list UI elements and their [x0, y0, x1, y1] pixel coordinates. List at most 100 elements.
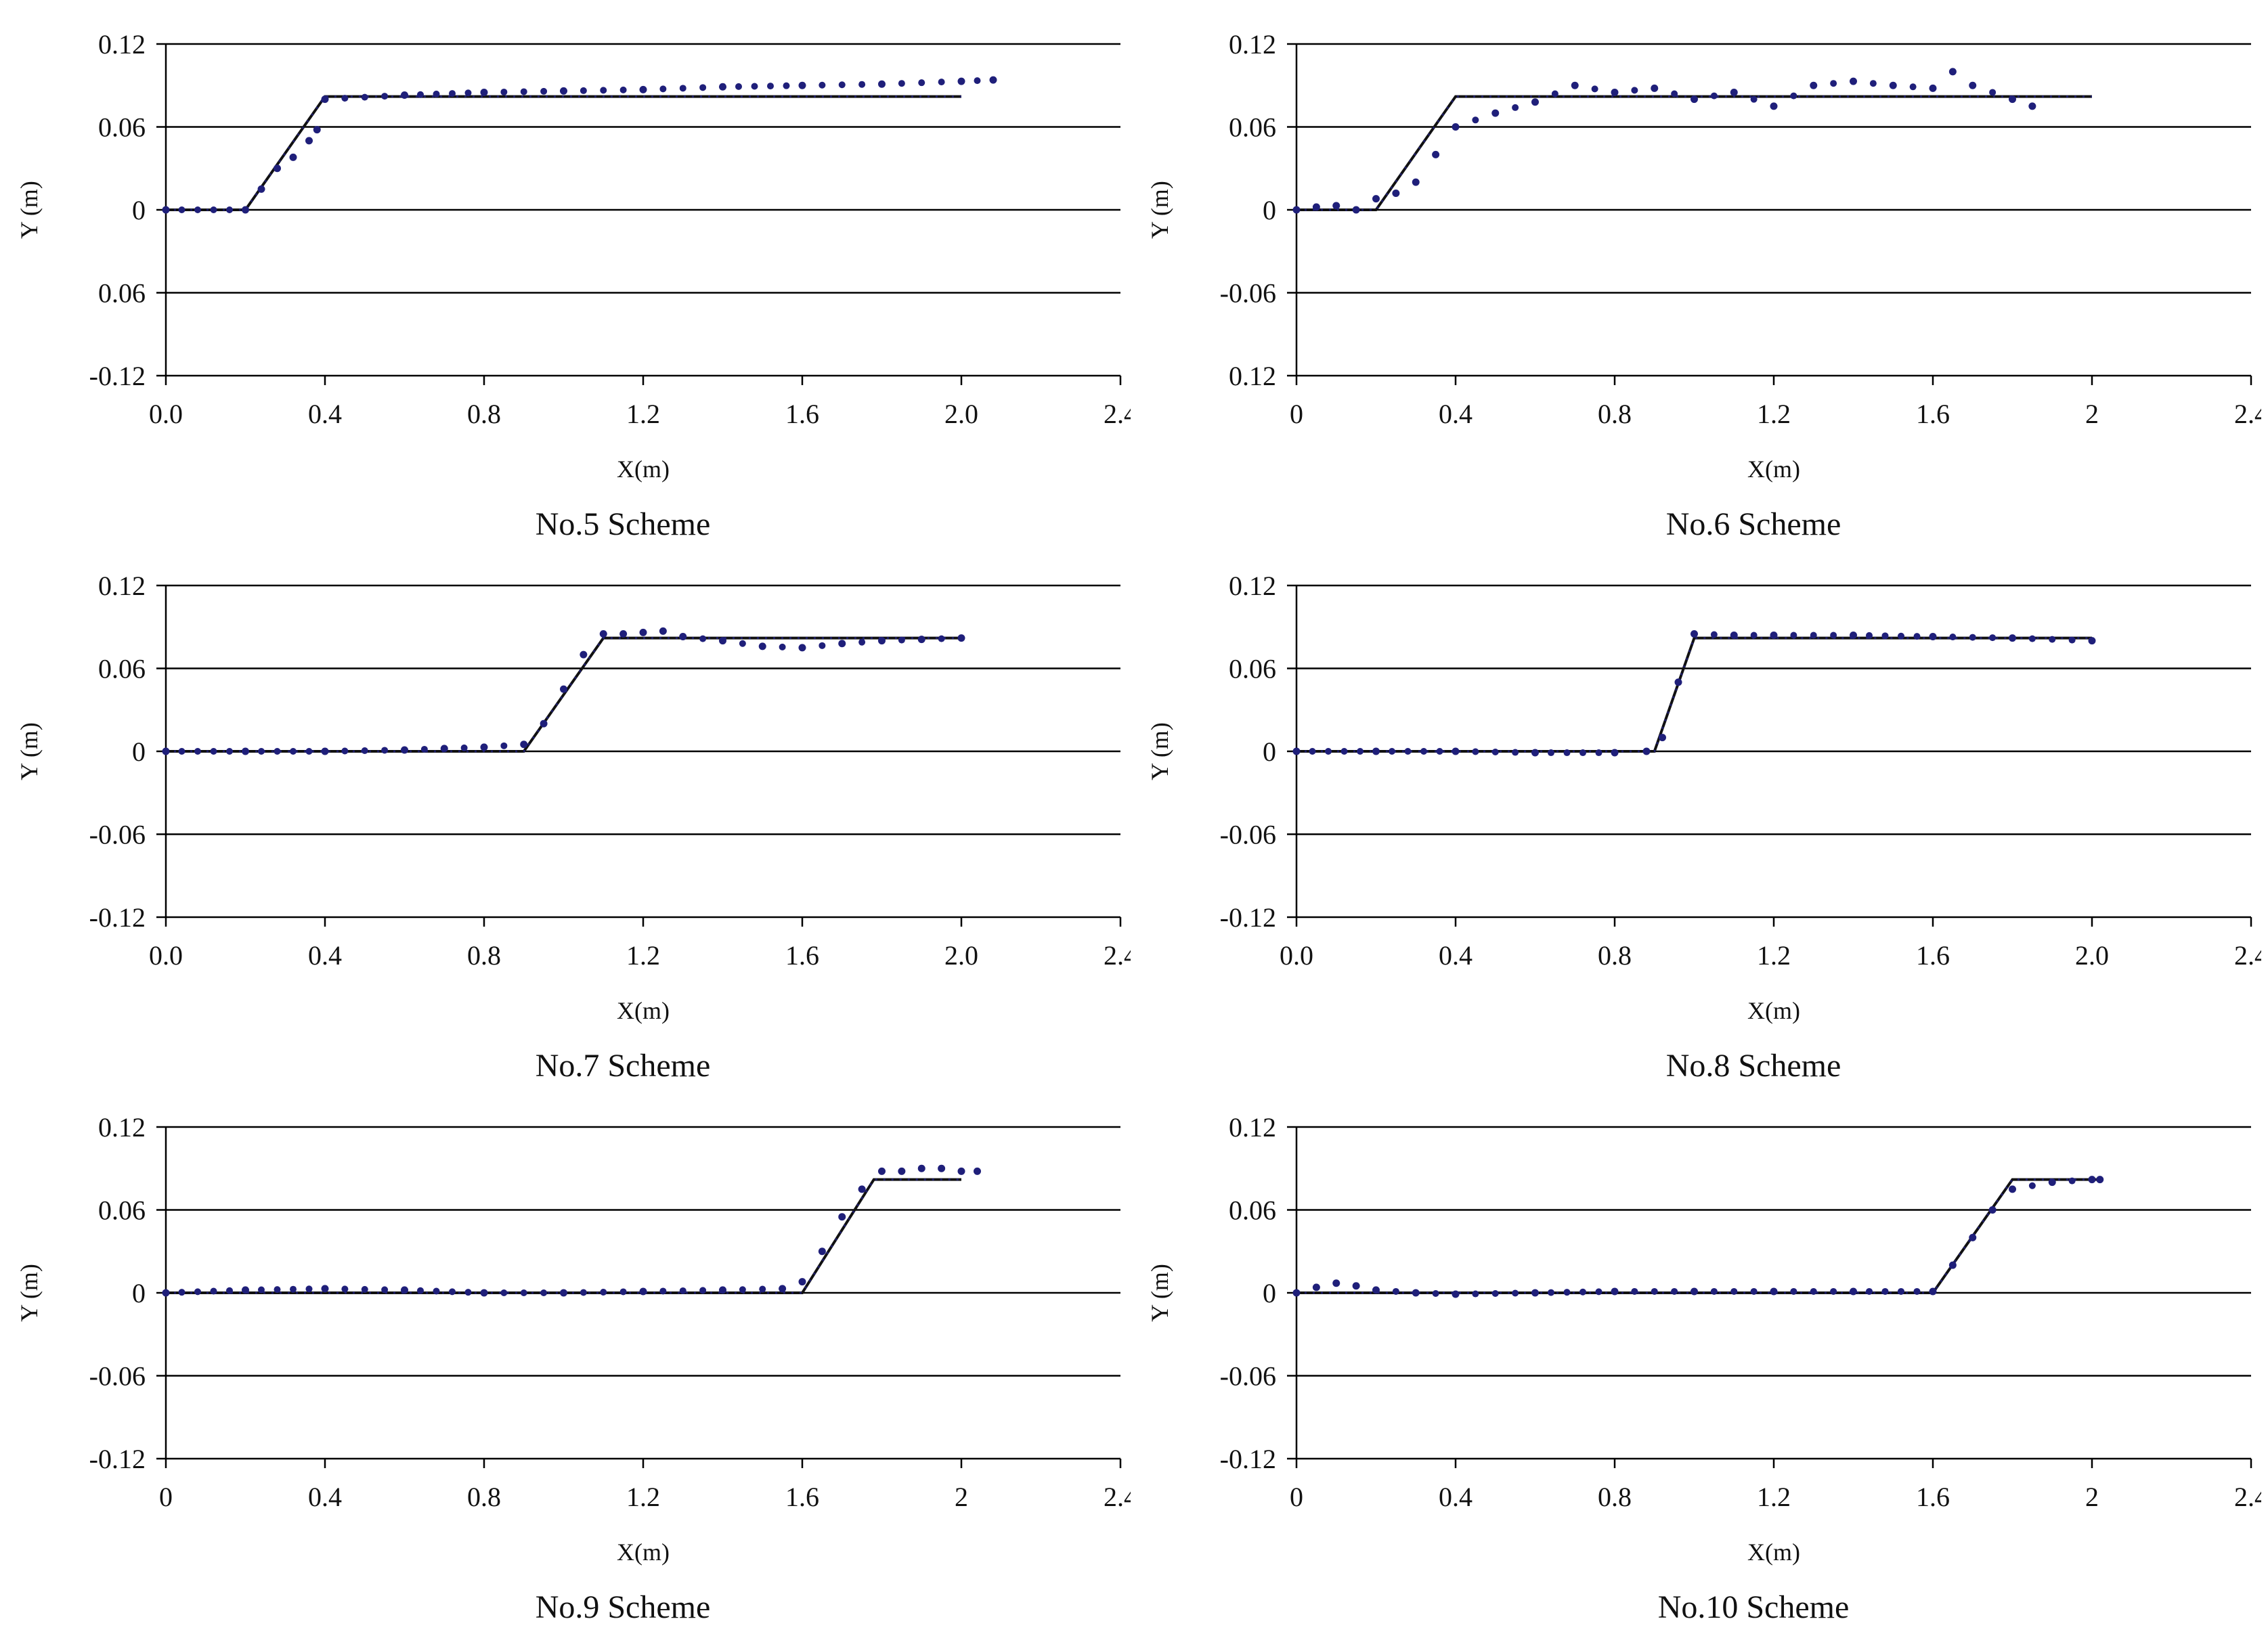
series-line-theory-dots — [1296, 1178, 2100, 1294]
y-axis-label: Y (m) — [1146, 722, 1173, 780]
series-line-theory — [166, 636, 961, 753]
x-tick-label: 2.0 — [2075, 940, 2109, 971]
data-point-interp — [178, 206, 186, 213]
y-tick-label: 0.06 — [1229, 1195, 1276, 1226]
data-point-interp — [417, 1287, 424, 1294]
data-point — [1611, 88, 1619, 96]
y-tick-label: -0.12 — [89, 902, 146, 933]
data-point-interp — [767, 83, 774, 90]
data-point-interp — [918, 79, 925, 87]
data-point-interp — [974, 77, 981, 85]
data-point — [1432, 150, 1440, 158]
y-tick-label: 0 — [1263, 736, 1276, 767]
data-point — [1392, 190, 1400, 197]
series-line-theory-dots — [166, 95, 961, 211]
data-point — [1948, 1261, 1957, 1269]
data-point — [1491, 109, 1500, 117]
data-point-interp — [751, 83, 758, 90]
series-line-theory — [1296, 95, 2092, 211]
data-point — [1929, 1287, 1937, 1296]
data-point-interp — [1671, 90, 1678, 97]
data-point-interp — [1563, 1289, 1571, 1296]
data-point-interp — [1710, 631, 1718, 638]
data-point-interp — [1830, 80, 1837, 87]
data-point — [1292, 206, 1301, 214]
data-point — [520, 740, 528, 749]
x-tick-label: 2.4 — [2234, 399, 2261, 429]
chart-caption: No.6 Scheme — [1666, 506, 1841, 541]
data-point-interp — [341, 95, 349, 102]
data-point — [321, 95, 329, 104]
data-point-interp — [659, 1287, 667, 1295]
data-point-interp — [1548, 1289, 1554, 1296]
data-point-interp — [1548, 749, 1554, 757]
data-point-interp — [580, 1289, 587, 1296]
data-point-interp — [305, 748, 313, 755]
data-point-interp — [520, 1289, 527, 1296]
chart-panel-no7: 0.12 0.06 0 -0.06 -0.12 0.0 0.4 0.8 1.2 1.6 2.0 2.4… — [0, 541, 1131, 1083]
data-point — [1969, 1233, 1977, 1241]
data-point — [1810, 81, 1818, 89]
x-tick-label: 1.6 — [1916, 399, 1950, 429]
data-point — [1372, 1286, 1380, 1294]
data-point — [313, 126, 321, 134]
data-point-interp — [779, 643, 786, 650]
data-point-interp — [1472, 748, 1479, 755]
data-point-interp — [1563, 749, 1571, 757]
data-point — [2088, 1176, 2096, 1184]
data-point-interp — [1866, 632, 1873, 639]
data-point-interp — [194, 1288, 201, 1296]
data-point-interp — [417, 91, 424, 98]
data-point — [619, 629, 628, 638]
data-point — [917, 636, 925, 644]
y-tick-label: -0.06 — [1220, 820, 1276, 850]
data-point — [599, 629, 607, 638]
x-tick-label: 0 — [1290, 1482, 1303, 1512]
data-point-interp — [305, 1285, 313, 1293]
data-point-interp — [1591, 85, 1598, 93]
data-point — [878, 637, 886, 645]
data-point — [289, 153, 297, 161]
data-point — [1332, 1279, 1340, 1287]
data-point-interp — [178, 748, 186, 755]
data-point-interp — [1989, 634, 1997, 642]
x-tick-label: 0.8 — [467, 1482, 501, 1512]
data-point — [639, 85, 647, 93]
data-point — [242, 206, 249, 214]
data-point-interp — [361, 747, 368, 754]
data-point-interp — [619, 1288, 627, 1296]
chart-panel-no8: 0.12 0.06 0 -0.06 -0.12 0.0 0.4 0.8 1.2 1.6 2.0 2.4… — [1131, 541, 2261, 1083]
y-tick-label: -0.12 — [89, 1444, 146, 1474]
data-point-interp — [433, 90, 440, 97]
data-point-interp — [858, 81, 866, 88]
data-point — [1770, 632, 1778, 639]
series-line-theory-dots — [1296, 637, 2092, 753]
data-point-interp — [500, 742, 508, 749]
data-point — [1611, 1287, 1619, 1296]
data-point — [1531, 1289, 1539, 1297]
x-tick-label: 1.2 — [626, 940, 660, 971]
data-point — [1372, 747, 1380, 755]
data-point — [274, 164, 281, 173]
y-tick-label: 0.06 — [1229, 112, 1276, 143]
data-point — [878, 1167, 886, 1175]
y-tick-label: -0.06 — [1220, 278, 1276, 309]
data-point-interp — [600, 87, 607, 94]
x-tick-label: 0.4 — [308, 1482, 342, 1512]
y-tick-label: 0.06 — [1229, 654, 1276, 684]
data-point-interp — [210, 206, 217, 213]
data-point — [1948, 68, 1957, 76]
data-point-interp — [1790, 1287, 1797, 1295]
x-tick-label: 1.6 — [1916, 1482, 1950, 1512]
y-tick-label: 0.06 — [98, 112, 146, 143]
data-point-interp — [2028, 1182, 2036, 1189]
x-tick-label: 0.0 — [1280, 940, 1313, 971]
x-tick-label: 2.4 — [2234, 940, 2261, 971]
chart-panel-no10: 0.12 0.06 0 -0.06 -0.12 0 0.4 0.8 1.2 1.6 2 2.4 X(m)… — [1131, 1083, 2261, 1624]
data-point-interp — [274, 1286, 281, 1294]
x-tick-label: 1.6 — [785, 399, 819, 429]
data-point-interp — [341, 747, 349, 755]
data-point — [1531, 749, 1539, 757]
data-point — [1332, 202, 1340, 210]
data-point-interp — [1989, 89, 1997, 96]
